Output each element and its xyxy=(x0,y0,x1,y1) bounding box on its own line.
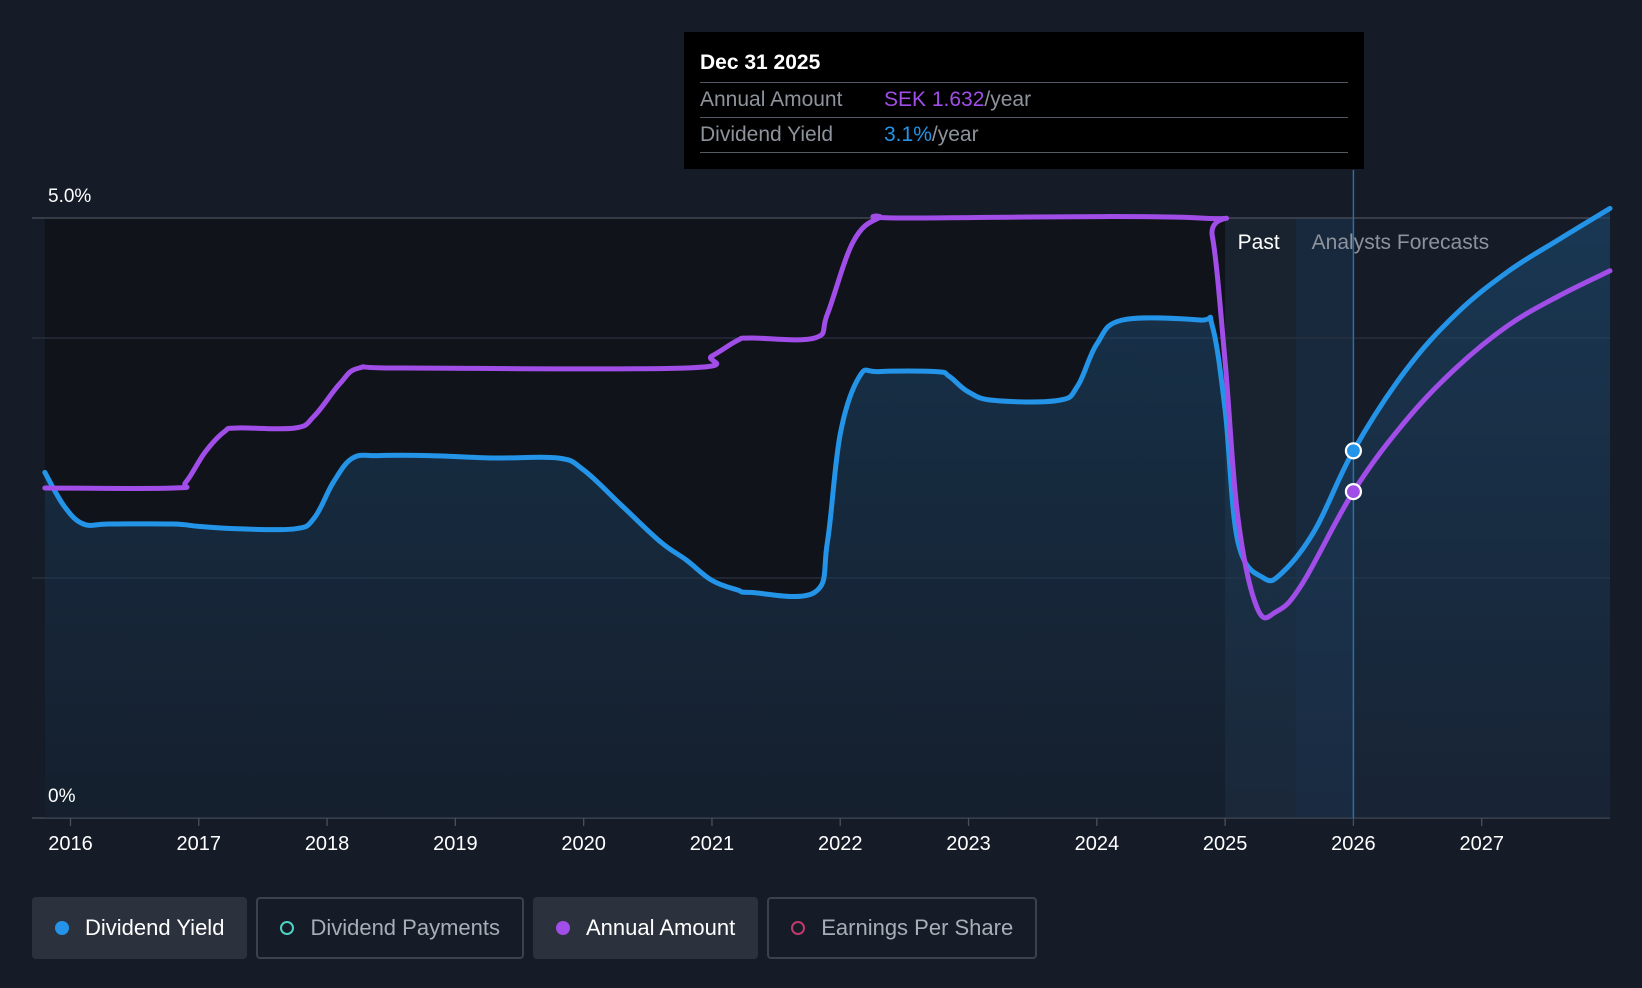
legend-dividend-payments-button[interactable]: Dividend Payments xyxy=(256,897,524,959)
x-axis: 2016 2017 2018 2019 2020 2021 2022 2023 2024 2025… xyxy=(48,818,1504,855)
annual-amount-marker[interactable] xyxy=(1344,483,1363,501)
x-tick-label: 2026 xyxy=(1331,833,1376,855)
tooltip-value: 3.1% xyxy=(884,123,932,146)
x-tick-label: 2024 xyxy=(1075,833,1120,855)
x-tick-label: 2016 xyxy=(48,833,93,855)
tooltip-row-dividend-yield: Dividend Yield 3.1% /year xyxy=(700,117,1348,153)
legend-label: Dividend Payments xyxy=(310,915,500,940)
earnings-per-share-dot-icon xyxy=(791,921,806,935)
x-tick-label: 2023 xyxy=(946,833,991,855)
x-tick-label: 2020 xyxy=(561,833,606,855)
tooltip: Dec 31 2025 Annual Amount SEK 1.632 /yea… xyxy=(684,32,1364,169)
past-label: Past xyxy=(1238,231,1280,254)
tooltip-label: Annual Amount xyxy=(700,88,843,111)
x-tick-label: 2027 xyxy=(1459,833,1504,855)
tooltip-label: Dividend Yield xyxy=(700,123,834,146)
x-tick-label: 2018 xyxy=(305,833,350,855)
annual-amount-line xyxy=(42,213,1613,621)
legend-label: Annual Amount xyxy=(585,915,736,940)
x-tick-label: 2017 xyxy=(177,833,222,855)
tooltip-value: SEK 1.632 xyxy=(884,88,985,111)
dividend-payments-dot-icon xyxy=(280,921,295,935)
x-tick-label: 2025 xyxy=(1203,833,1248,855)
dividend-chart: 2016 2017 2018 2019 2020 2021 2022 2023 2024 2025… xyxy=(32,170,1613,855)
legend-label: Earnings Per Share xyxy=(821,915,1014,940)
x-tick-label: 2019 xyxy=(433,833,478,855)
y-axis: 5.0% 0% xyxy=(48,186,91,807)
legend-dividend-yield-button[interactable]: Dividend Yield xyxy=(32,897,248,959)
annual-amount-dot-icon xyxy=(555,921,570,935)
dividend-yield-line xyxy=(42,205,1613,600)
dividend-yield-marker[interactable] xyxy=(1344,442,1363,460)
legend-annual-amount-button[interactable]: Annual Amount xyxy=(532,897,759,959)
y-tick-label: 0% xyxy=(48,786,76,807)
dividend-yield-dot-icon xyxy=(55,921,69,935)
x-tick-label: 2022 xyxy=(818,833,863,855)
tooltip-row-annual-amount: Annual Amount SEK 1.632 /year xyxy=(700,82,1348,117)
legend-label: Dividend Yield xyxy=(85,915,225,940)
y-tick-label: 5.0% xyxy=(48,186,91,207)
legend-earnings-per-share-button[interactable]: Earnings Per Share xyxy=(767,897,1038,959)
legend: Dividend Yield Dividend Payments Annual … xyxy=(32,897,1038,961)
x-tick-label: 2021 xyxy=(690,833,735,855)
tooltip-unit: /year xyxy=(931,123,979,146)
tooltip-unit: /year xyxy=(984,88,1032,111)
tooltip-date: Dec 31 2025 xyxy=(700,51,821,74)
forecast-label: Analysts Forecasts xyxy=(1312,231,1489,254)
